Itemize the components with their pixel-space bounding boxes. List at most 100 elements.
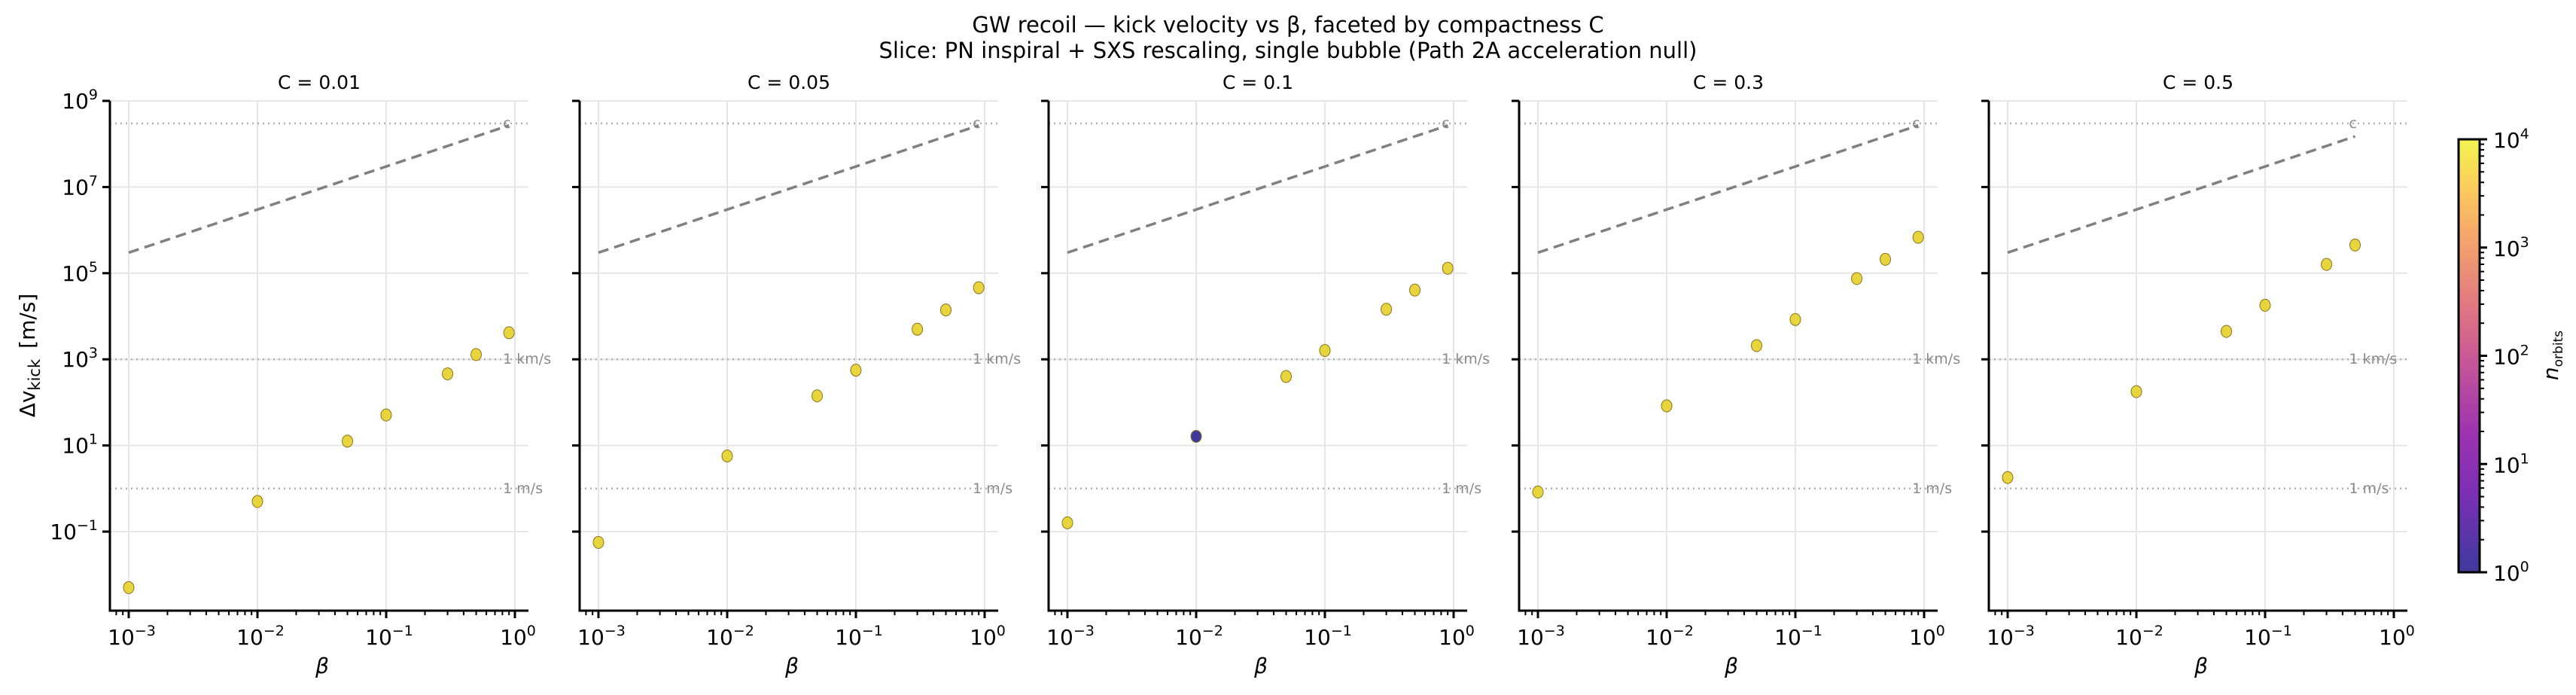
x-tick-label-base: 10: [1646, 625, 1673, 650]
data-point: [1751, 339, 1763, 352]
data-point: [123, 581, 135, 594]
x-tick-label-base: 10: [835, 625, 862, 650]
x-tick-label-exp: −1: [1801, 623, 1822, 639]
x-tick-label: 10−2: [236, 623, 285, 650]
y-tick-label-exp: 9: [89, 87, 98, 103]
x-tick-label-base: 10: [2115, 625, 2142, 650]
data-point: [1532, 485, 1544, 498]
x-tick-label-base: 10: [1175, 625, 1202, 650]
panel-title: C = 0.01: [278, 72, 361, 93]
reference-line-label: c: [973, 115, 980, 132]
data-point: [2321, 258, 2333, 271]
x-tick-label-exp: 0: [2406, 623, 2415, 639]
y-axis-label: Δvkick [m/s]: [15, 294, 44, 418]
x-tick-label-base: 10: [1439, 625, 1466, 650]
data-point: [442, 367, 454, 380]
x-tick-label-base: 10: [1774, 625, 1801, 650]
data-point: [2130, 385, 2142, 398]
y-tick-label: 105: [62, 259, 98, 286]
reference-line-label: 1 km/s: [1912, 351, 1960, 367]
y-tick-label-base: 10: [62, 89, 89, 114]
reference-line-label: c: [1912, 115, 1920, 132]
data-point: [251, 495, 263, 508]
y-label-unit: [m/s]: [15, 294, 40, 349]
y-tick-label-base: 10: [62, 347, 89, 372]
reference-line-label: 1 m/s: [2349, 480, 2389, 497]
reference-line-label: 1 m/s: [1912, 480, 1952, 497]
x-tick-label-exp: 0: [997, 623, 1006, 639]
x-tick-label-exp: −2: [263, 623, 285, 639]
y-tick-label: 10−1: [50, 517, 98, 544]
x-tick-label-exp: −3: [1073, 623, 1095, 639]
x-tick-label: 100: [970, 623, 1006, 650]
data-point: [2259, 298, 2271, 312]
x-tick-label: 100: [1909, 623, 1945, 650]
colorbar-tick-label-exp: 0: [2520, 559, 2529, 575]
y-tick-label: 107: [62, 172, 98, 200]
x-tick-label-base: 10: [970, 625, 997, 650]
panel-title: C = 0.3: [1693, 72, 1764, 93]
colorbar-tick-label-base: 10: [2493, 345, 2520, 370]
colorbar-tick-label-exp: 4: [2520, 126, 2529, 142]
reference-line-label: c: [503, 115, 510, 132]
data-point: [1061, 516, 1073, 529]
colorbar-tick-label-base: 10: [2493, 236, 2520, 261]
x-tick-label-base: 10: [108, 625, 135, 650]
upper-bound-line: [598, 123, 979, 255]
x-axis-label: β: [2194, 654, 2208, 678]
x-tick-label-exp: 0: [1936, 623, 1945, 639]
x-tick-label-base: 10: [706, 625, 733, 650]
x-tick-label: 100: [1439, 623, 1475, 650]
y-label-main: Δv: [15, 391, 40, 418]
x-tick-label-base: 10: [500, 625, 527, 650]
figure-title: GW recoil — kick velocity vs β, faceted …: [972, 12, 1603, 38]
x-tick-label: 10−3: [108, 623, 156, 650]
y-tick-label-base: 10: [62, 261, 89, 286]
panel-title: C = 0.1: [1223, 72, 1293, 93]
data-point: [2221, 325, 2233, 338]
data-point: [1912, 230, 1924, 244]
y-tick-label-exp: 1: [89, 431, 98, 448]
y-label-sub: kick: [26, 358, 44, 391]
x-tick-label: 10−1: [1304, 623, 1352, 650]
data-point: [973, 281, 985, 294]
x-tick-label: 10−2: [2115, 623, 2163, 650]
data-point: [342, 434, 354, 448]
data-point: [1789, 312, 1801, 326]
x-tick-label-exp: −2: [2142, 623, 2163, 639]
reference-line-label: 1 m/s: [503, 480, 543, 497]
x-axis-label: β: [315, 654, 329, 678]
x-tick-label: 10−1: [2244, 623, 2292, 650]
data-point: [592, 535, 604, 549]
x-tick-label-base: 10: [365, 625, 392, 650]
x-tick-label-exp: −2: [1202, 623, 1223, 639]
data-point: [850, 364, 862, 377]
x-tick-label-base: 10: [1517, 625, 1544, 650]
data-point: [1190, 429, 1202, 443]
upper-bound-line: [128, 123, 510, 255]
reference-line-label: c: [2349, 115, 2357, 132]
y-tick-label: 103: [62, 345, 98, 372]
x-tick-label-exp: −2: [1673, 623, 1694, 639]
x-tick-label-base: 10: [577, 625, 604, 650]
colorbar-gradient: [2457, 138, 2481, 574]
colorbar-tick-label-exp: 3: [2520, 234, 2529, 251]
y-tick-label-base: 10: [62, 175, 89, 200]
x-tick-label: 10−1: [365, 623, 413, 650]
data-point: [1851, 272, 1863, 285]
x-tick-label-base: 10: [1987, 625, 2014, 650]
colorbar-label: norbits: [2538, 331, 2566, 380]
x-tick-label-base: 10: [2379, 625, 2406, 650]
reference-line-label: 1 km/s: [2349, 351, 2398, 367]
x-tick-label: 10−1: [1774, 623, 1822, 650]
reference-line-label: 1 km/s: [503, 351, 551, 367]
data-point: [1381, 303, 1393, 316]
colorbar-tick-label-base: 10: [2493, 561, 2520, 586]
data-point: [1280, 370, 1293, 383]
data-point: [811, 389, 824, 403]
x-axis-label: β: [784, 654, 799, 678]
